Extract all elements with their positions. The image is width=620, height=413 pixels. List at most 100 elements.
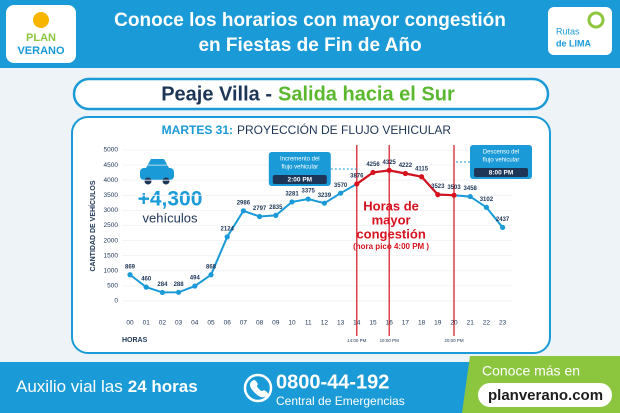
x-tick-label: 12 (321, 320, 329, 327)
point (467, 193, 473, 200)
chart-panel (71, 116, 551, 354)
point (500, 224, 506, 231)
data-label: 3503 (447, 185, 461, 191)
x-tick-label: 01 (143, 320, 151, 327)
point (208, 272, 214, 278)
data-label: 460 (141, 277, 152, 283)
data-label: 4325 (383, 160, 397, 166)
point (386, 167, 392, 173)
y-tick-label: 3500 (104, 192, 119, 199)
x-tick-label: 19 (434, 320, 442, 327)
point (305, 196, 311, 202)
footer-left-bold: 24 horas (128, 377, 198, 396)
logo-right-box (548, 7, 612, 55)
footer-left: Auxilio vial las 24 horas (16, 377, 198, 396)
point (257, 213, 263, 220)
data-label: 3523 (431, 184, 445, 190)
logo-left: VERANO (17, 45, 65, 57)
y-tick-label: 3000 (104, 207, 119, 214)
congestion-text: Horas de (363, 198, 419, 213)
data-label: 2797 (253, 206, 267, 212)
subheader-pill (72, 77, 550, 111)
y-tick-label: 4000 (104, 177, 119, 184)
url-pill[interactable] (478, 383, 612, 407)
y-tick-label: 5000 (104, 147, 119, 154)
x-tick-label: 04 (191, 320, 199, 327)
data-label: 288 (174, 282, 185, 288)
x-tick-label: 06 (224, 320, 232, 327)
x-tick-label: 23 (499, 320, 507, 327)
x-tick-label: 22 (483, 320, 491, 327)
x-tick-label: 11 (305, 320, 312, 327)
x-tick-label: 17 (402, 320, 410, 327)
reference-label: 14:00 PM (347, 338, 367, 343)
x-tick-label: 10 (288, 320, 296, 327)
data-label: 3102 (480, 197, 494, 203)
point (127, 272, 133, 278)
sun-icon (33, 12, 49, 28)
data-label: 4222 (399, 163, 413, 169)
y-axis-label: CANTIDAD DE VEHÍCULOS (88, 180, 97, 271)
x-tick-label: 03 (175, 320, 183, 327)
point (192, 283, 198, 289)
data-label: 3281 (285, 191, 299, 197)
badge-unit: vehículos (143, 210, 198, 225)
point (402, 170, 408, 177)
y-tick-label: 2000 (104, 237, 119, 244)
footer-phone-sub: Central de Emergencias (276, 394, 405, 408)
point (240, 208, 246, 214)
car-wheel (144, 177, 152, 185)
point (176, 289, 182, 295)
point (159, 289, 165, 296)
data-label: 3458 (464, 186, 478, 192)
car-icon (140, 159, 174, 185)
callout-time: 8:00 PM (489, 170, 514, 177)
callout-text: flujo vehicular (281, 165, 318, 171)
x-tick-label: 00 (126, 320, 134, 327)
car-body (140, 168, 174, 180)
subheader-location: Peaje Villa - (161, 83, 272, 105)
x-tick-label: 08 (256, 320, 264, 327)
subheader-direction: Salida hacia el Sur (278, 83, 455, 105)
y-tick-label: 4500 (104, 162, 119, 169)
data-label: 4256 (366, 162, 380, 168)
header-band (0, 0, 620, 68)
badge-value: +4,300 (138, 188, 203, 211)
callout-text: Descenso del (483, 150, 519, 156)
y-tick-label: 500 (107, 283, 118, 290)
logo-left: PLAN (26, 32, 56, 44)
data-label: 2835 (269, 205, 283, 211)
callout-time: 2:00 PM (288, 177, 313, 184)
x-tick-label: 18 (418, 320, 426, 327)
point (451, 192, 457, 198)
footer-left-text: Auxilio vial las (16, 377, 123, 396)
x-tick-label: 05 (207, 320, 215, 327)
car-wheel (162, 177, 170, 185)
point (419, 174, 425, 180)
point (224, 234, 230, 240)
congestion-text: congestión (356, 226, 425, 241)
x-tick-label: 13 (337, 320, 345, 327)
plot: 0500100015002000250030003500400045005000… (104, 145, 532, 343)
point (321, 200, 327, 206)
header-title: en Fiestas de Fin de Año (198, 35, 421, 56)
logo-right: Rutas (556, 26, 580, 36)
x-tick-label: 21 (467, 320, 475, 327)
car-roof (146, 159, 169, 168)
reference-label: 16:00 PM (380, 338, 400, 343)
data-label: 2437 (496, 217, 510, 223)
y-tick-label: 1000 (104, 268, 119, 275)
chart-title: PROYECCIÓN DE FLUJO VEHICULAR (237, 122, 451, 137)
congestion-text: mayor (372, 212, 411, 227)
x-tick-label: 20 (450, 320, 458, 327)
callout-time-box (272, 175, 327, 184)
x-tick-label: 07 (240, 320, 248, 327)
logo-left-box (6, 5, 76, 63)
callout-text: Incremento del (280, 157, 320, 163)
data-label: 3375 (302, 189, 316, 195)
phone-icon (243, 373, 273, 403)
congestion-note: (hora pico 4:00 PM ) (353, 242, 429, 251)
point (370, 169, 376, 176)
footer-url[interactable]: planverano.com (488, 387, 603, 404)
